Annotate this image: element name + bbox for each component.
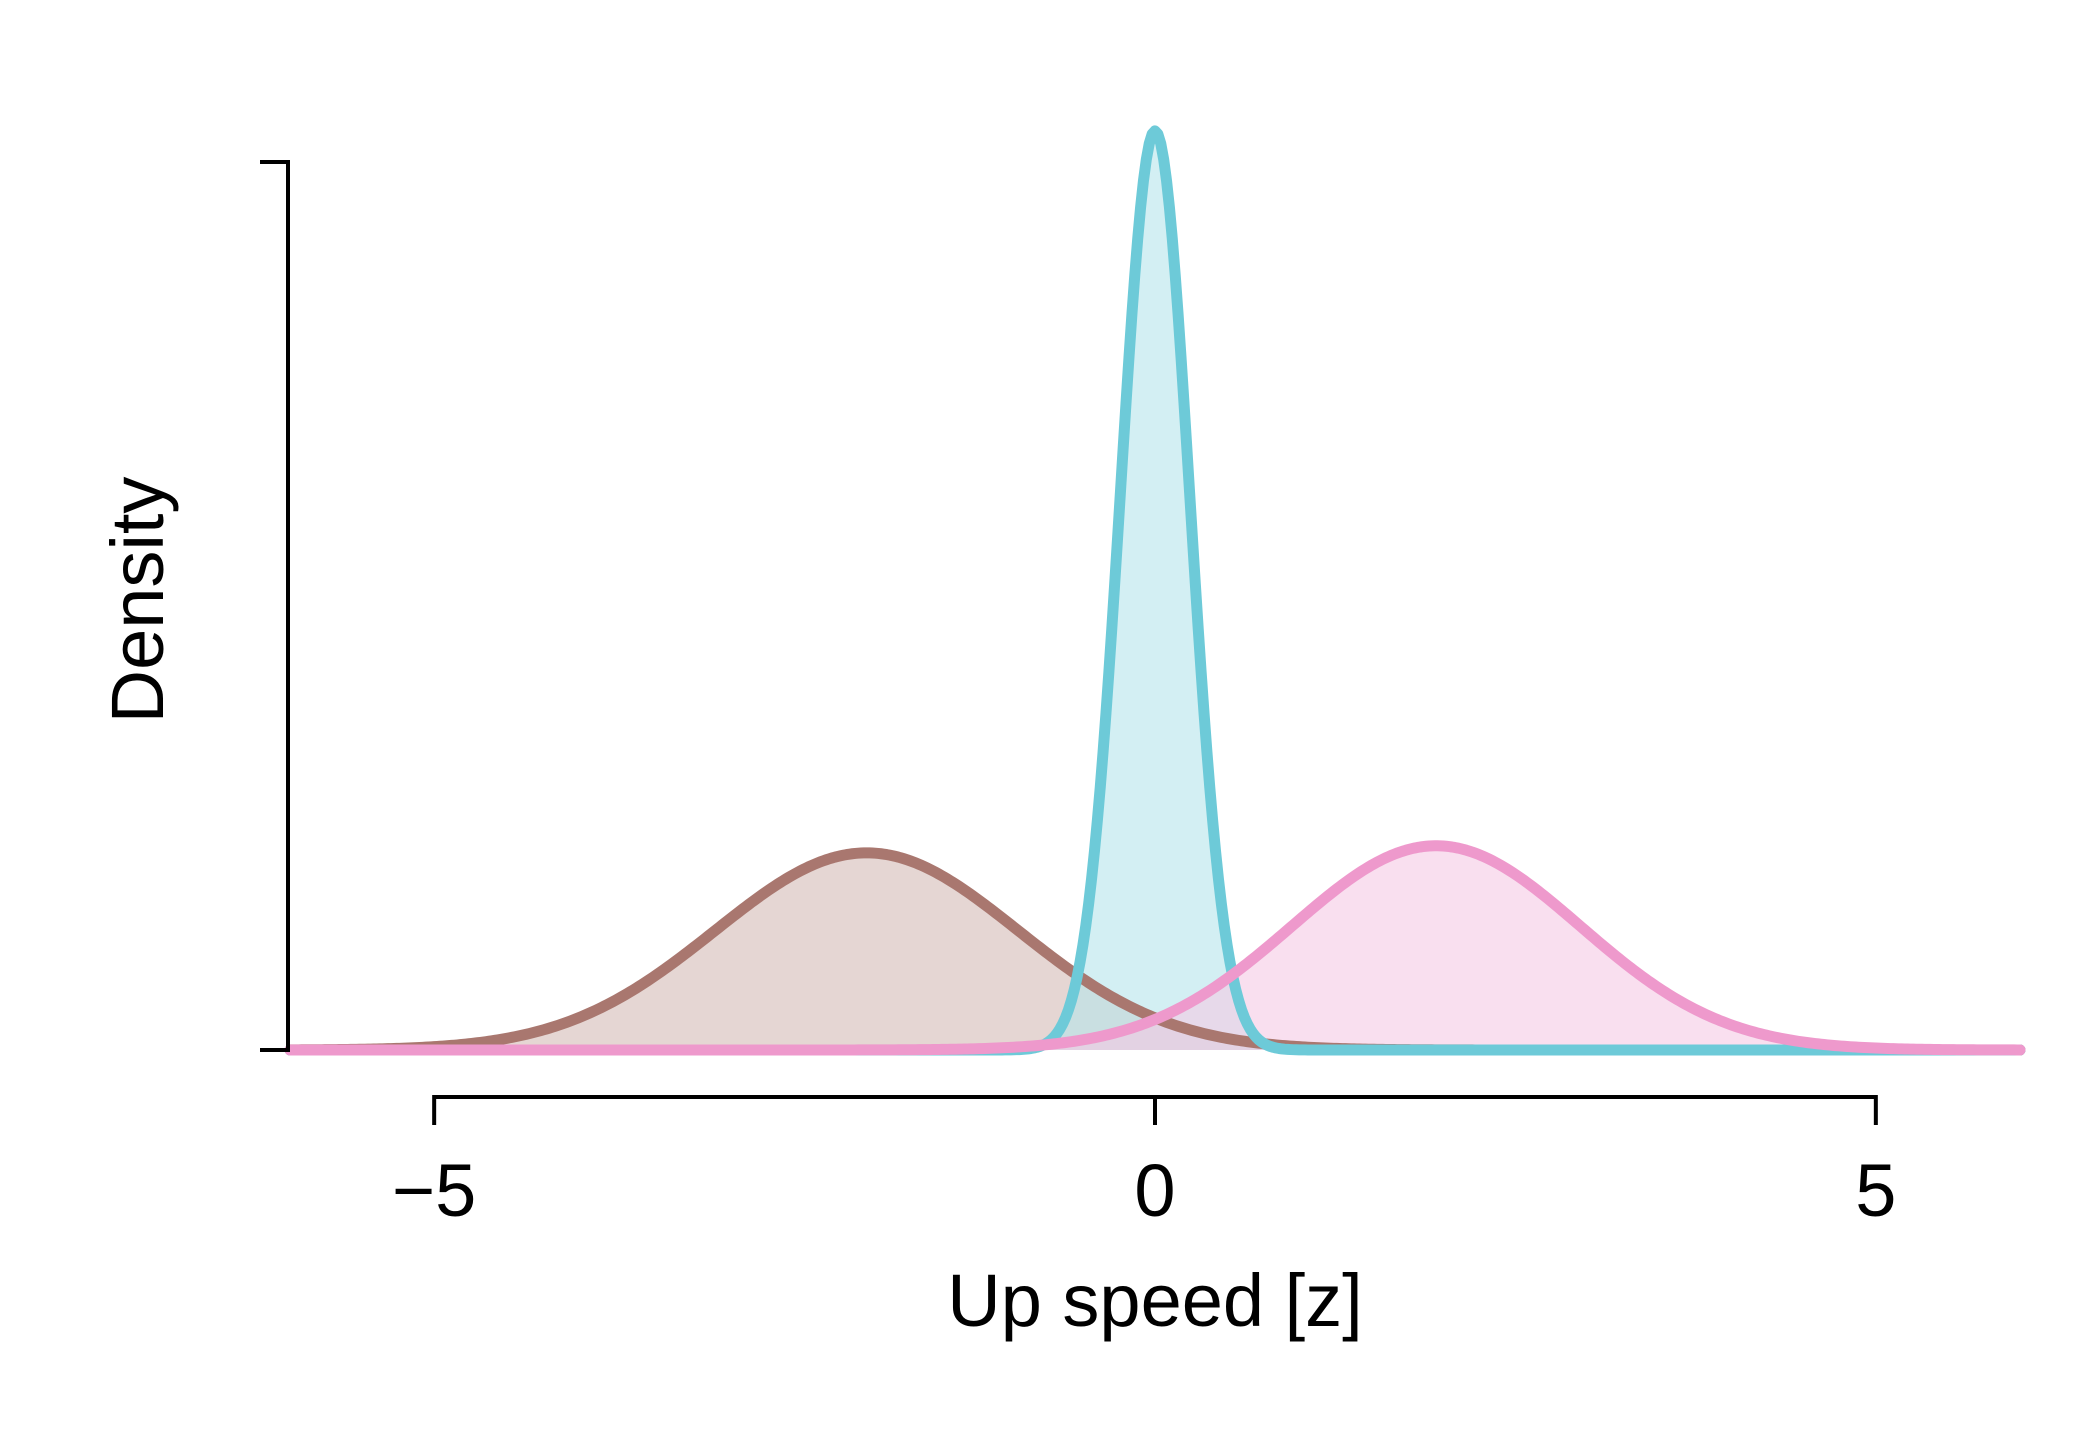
x-axis-title: Up speed [z] xyxy=(947,1259,1362,1342)
y-axis-title: Density xyxy=(96,477,179,724)
x-tick-label: 5 xyxy=(1855,1149,1896,1232)
x-tick-label: 0 xyxy=(1134,1149,1175,1232)
x-tick-label: −5 xyxy=(392,1149,476,1232)
density-fills xyxy=(290,130,2020,1051)
y-axis xyxy=(260,160,290,1052)
density-lines xyxy=(284,125,2026,1056)
density-area-2 xyxy=(290,130,2020,1051)
density-line-3 xyxy=(284,840,2026,1056)
x-axis: −5 0 5 xyxy=(392,1095,1896,1232)
density-area-1 xyxy=(290,852,2020,1050)
density-area-3 xyxy=(290,845,2020,1050)
